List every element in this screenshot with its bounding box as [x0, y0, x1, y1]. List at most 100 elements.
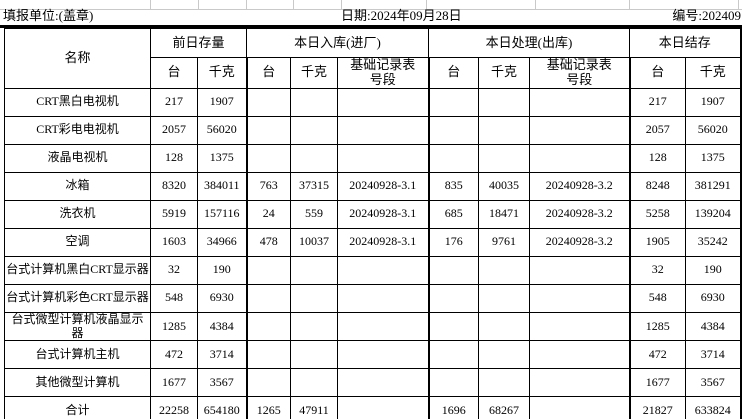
- header-sub-row: 台 千克 台 千克 基础记录表 号段 台 千克 基础记录表 号段 台 千克: [5, 57, 742, 89]
- cell: 1265: [245, 396, 292, 419]
- cell: [290, 143, 339, 173]
- row-name: 台式计算机彩色CRT显示器: [4, 283, 151, 313]
- cell: [427, 255, 480, 285]
- table-row: CRT彩电电视机 2057 56020 2057 56020: [4, 115, 742, 145]
- cell: 2057: [150, 115, 198, 145]
- subheader-record-range: 基础记录表 号段: [529, 57, 631, 89]
- subheader-units: 台: [427, 57, 480, 89]
- cell: 1375: [685, 143, 742, 173]
- grid-line: [150, 0, 151, 9]
- cell: [478, 283, 531, 313]
- cell: [337, 396, 430, 419]
- cell: 5919: [150, 199, 198, 229]
- grid-line: [293, 0, 294, 9]
- cell: 21827: [628, 396, 687, 419]
- cell: [245, 340, 292, 370]
- grid-line: [246, 0, 247, 9]
- cell: 20240928-3.1: [337, 227, 430, 257]
- row-name: CRT黑白电视机: [4, 87, 151, 117]
- cell: 190: [196, 255, 248, 285]
- table-row: 洗衣机 5919 157116 24 559 20240928-3.1 685 18471 20…: [4, 199, 742, 229]
- cell: 3714: [196, 340, 248, 370]
- cell: 190: [685, 255, 742, 285]
- cell: 1285: [628, 311, 687, 342]
- cell: 1905: [628, 227, 687, 257]
- cell: 1285: [150, 311, 198, 342]
- header-name: 名称: [4, 28, 151, 89]
- cell: 381291: [685, 171, 742, 201]
- top-info-strip: 填报单位:(盖章) 日期:2024年09月28日 编号:202409: [0, 0, 742, 28]
- cell: 217: [628, 87, 687, 117]
- grid-line: [198, 0, 199, 9]
- cell: 472: [150, 340, 198, 370]
- cell: [337, 143, 430, 173]
- cell: 6930: [685, 283, 742, 313]
- cell: 32: [628, 255, 687, 285]
- cell: [290, 368, 339, 398]
- cell: 47911: [290, 396, 339, 419]
- cell: 157116: [196, 199, 248, 229]
- cell: 1907: [685, 87, 742, 117]
- cell: 20240928-3.2: [529, 227, 631, 257]
- cell: 4384: [196, 311, 248, 342]
- reporting-unit-label: 填报单位:(盖章): [3, 8, 94, 23]
- cell: 1677: [150, 368, 198, 398]
- cell: 4384: [685, 311, 742, 342]
- table-row: 其他微型计算机 1677 3567 1677 3567: [4, 368, 742, 398]
- cell: [529, 368, 631, 398]
- header-today-processed: 本日处理(出库): [428, 28, 631, 58]
- cell: 128: [150, 143, 198, 173]
- cell: 56020: [196, 115, 248, 145]
- cell: [529, 311, 631, 342]
- cell: [478, 340, 531, 370]
- row-name: 其他微型计算机: [4, 368, 151, 398]
- cell: 633824: [685, 396, 742, 419]
- cell: 3714: [685, 340, 742, 370]
- cell: [245, 283, 292, 313]
- cell: [427, 311, 480, 342]
- row-name: 液晶电视机: [4, 143, 151, 173]
- cell: 685: [427, 199, 480, 229]
- table-row: 台式微型计算机液晶显示器 1285 4384 1285 4384: [4, 311, 742, 342]
- cell: 22258: [150, 396, 198, 419]
- cell: [529, 255, 631, 285]
- cell: 10037: [290, 227, 339, 257]
- cell: [529, 143, 631, 173]
- cell: [529, 87, 631, 117]
- cell: [290, 311, 339, 342]
- cell: [245, 368, 292, 398]
- cell: 24: [245, 199, 292, 229]
- cell: 478: [245, 227, 292, 257]
- grid-line: [0, 9, 742, 10]
- cell: 20240928-3.2: [529, 171, 631, 201]
- table-row: 冰箱 8320 384011 763 37315 20240928-3.1 835 40035…: [4, 171, 742, 201]
- cell: 18471: [478, 199, 531, 229]
- cell: 1907: [196, 87, 248, 117]
- cell: [427, 87, 480, 117]
- cell: 548: [150, 283, 198, 313]
- cell: 654180: [196, 396, 248, 419]
- cell: [478, 255, 531, 285]
- row-name: 台式计算机主机: [4, 340, 151, 370]
- row-name: 空调: [4, 227, 151, 257]
- cell: 1677: [628, 368, 687, 398]
- cell: 35242: [685, 227, 742, 257]
- cell: 56020: [685, 115, 742, 145]
- row-name: 洗衣机: [4, 199, 151, 229]
- cell: [478, 87, 531, 117]
- subheader-units: 台: [245, 57, 292, 89]
- cell: [337, 115, 430, 145]
- cell: 8248: [628, 171, 687, 201]
- cell: 559: [290, 199, 339, 229]
- inventory-report-table: 名称 前日存量 本日入库(进厂) 本日处理(出库) 本日结存 台 千克 台 千克…: [4, 28, 742, 419]
- cell: 176: [427, 227, 480, 257]
- cell: 472: [628, 340, 687, 370]
- cell: 835: [427, 171, 480, 201]
- report-table-body: CRT黑白电视机 217 1907 217 1907 CRT彩电电视机 2057 56020 2…: [4, 87, 742, 419]
- cell: [337, 340, 430, 370]
- cell: 3567: [196, 368, 248, 398]
- cell: 1696: [427, 396, 480, 419]
- cell: [478, 311, 531, 342]
- cell: [529, 115, 631, 145]
- grid-line: [341, 0, 342, 9]
